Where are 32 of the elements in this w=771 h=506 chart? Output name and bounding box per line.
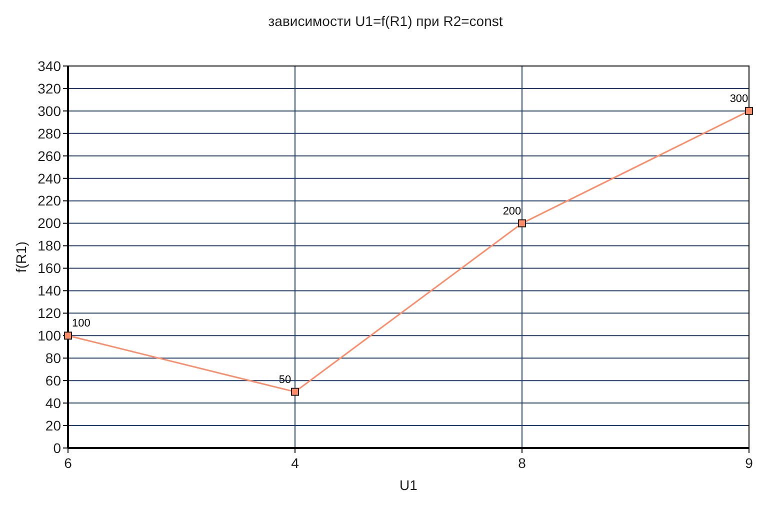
y-tick-label: 160	[38, 260, 62, 276]
y-tick-label: 240	[38, 170, 62, 186]
y-tick-label: 200	[38, 215, 62, 232]
point	[291, 388, 299, 396]
y-tick-label: 80	[45, 350, 62, 366]
x-tick-label: 8	[518, 455, 526, 471]
y-tick-label: 340	[38, 58, 62, 74]
y-tick-label: 20	[45, 417, 62, 434]
point	[518, 219, 526, 228]
x-axis-title: U1	[400, 477, 418, 493]
y-tick-label: 120	[38, 305, 62, 322]
y-tick-label: 300	[38, 102, 62, 119]
y-tick-label: 100	[38, 328, 62, 344]
y-tick-label: 140	[38, 282, 62, 299]
x-tick-label: 9	[745, 455, 754, 471]
y-tick-label: 0	[53, 440, 62, 456]
chart-title: зависимости U1=f(R1) при R2=const	[268, 13, 503, 29]
y-tick-label: 260	[38, 148, 62, 164]
point	[745, 106, 753, 115]
y-tick-label: 180	[38, 238, 62, 254]
y-tick-label: 280	[38, 125, 62, 142]
x-tick-label: 4	[291, 455, 300, 471]
data-label: 200	[502, 205, 522, 218]
y-tick-label: 40	[45, 394, 62, 411]
x-tick-label: 6	[64, 455, 72, 471]
point	[64, 332, 72, 340]
y-tick-label: 60	[45, 372, 62, 388]
data-label: 100	[72, 318, 90, 330]
y-axis-title: f(R1)	[13, 241, 29, 273]
data-label: 300	[730, 92, 748, 105]
y-tick-label: 320	[38, 80, 62, 96]
y-tick-label: 220	[38, 192, 62, 209]
